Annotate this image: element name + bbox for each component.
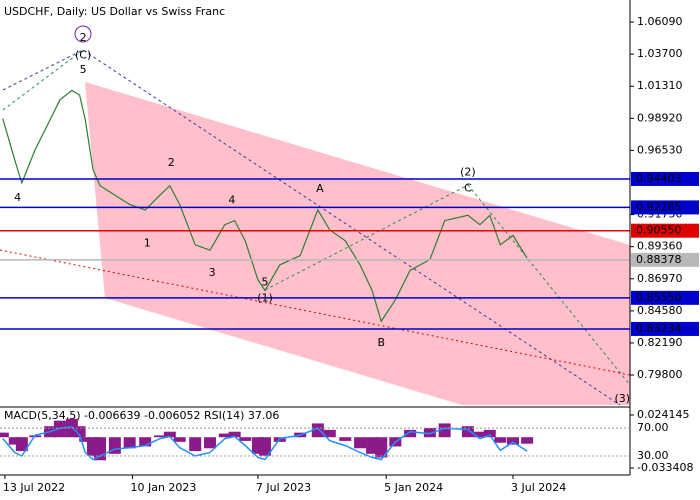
- x-tick-label: 10 Jan 2023: [130, 481, 196, 494]
- rsi-tick-label: 70.00: [637, 421, 669, 434]
- level-label: 0.90550: [636, 224, 682, 237]
- macd-bar: [0, 432, 9, 438]
- y-tick-label: 1.01310: [637, 79, 683, 92]
- macd-bar: [473, 431, 486, 438]
- macd-bar: [483, 429, 496, 438]
- macd-bar: [507, 437, 520, 445]
- macd-bar: [521, 437, 534, 444]
- wave-label: (1): [257, 292, 273, 305]
- level-label: 0.92285: [636, 200, 682, 213]
- macd-bar: [461, 426, 474, 438]
- level-label-box: [631, 223, 699, 238]
- wave-label: 2: [80, 31, 87, 44]
- x-tick-label: 13 Jul 2022: [3, 481, 65, 494]
- macd-bar: [139, 437, 152, 447]
- chart-title: USDCHF, Daily: US Dollar vs Swiss Franc: [4, 5, 225, 18]
- macd-bar: [163, 431, 176, 438]
- level-label-box: [631, 290, 699, 305]
- wave-lines: [0, 25, 631, 406]
- indicator-title: MACD(5,34,5) -0.006639 -0.006052 RSI(14)…: [4, 409, 279, 422]
- wave-label: 1: [144, 236, 151, 249]
- macd-bar: [173, 437, 186, 442]
- wave-label: 3: [209, 266, 216, 279]
- x-tick-label: 5 Jan 2024: [384, 481, 443, 494]
- macd-bar: [8, 437, 21, 445]
- macd-bar: [73, 426, 86, 438]
- macd-bar: [239, 437, 252, 441]
- macd-bar: [204, 437, 216, 449]
- macd-tick-label: 0.024145: [637, 408, 690, 421]
- macd-bar: [375, 437, 388, 458]
- wave-label: 5: [80, 63, 87, 76]
- macd-bar: [258, 437, 271, 456]
- y-tick-label: 1.06090: [637, 15, 683, 28]
- level-label: 0.88378: [636, 253, 682, 266]
- wave-label: 4: [228, 193, 235, 206]
- wave-label: (C): [75, 48, 91, 61]
- y-tick-label: 0.98920: [637, 111, 683, 124]
- trend-line: [2, 49, 621, 406]
- trend-line: [0, 249, 631, 376]
- wave-label: C: [464, 181, 472, 194]
- y-tick-label: 0.89360: [637, 240, 683, 253]
- y-tick-label: 0.82190: [637, 336, 683, 349]
- trend-line: [264, 184, 631, 386]
- level-label-box: [631, 321, 699, 336]
- level-label: 0.94403: [636, 172, 682, 185]
- macd-bar: [218, 433, 231, 438]
- macd-bar: [438, 423, 451, 438]
- macd-bar: [423, 428, 436, 438]
- y-tick-label: 0.79800: [637, 368, 683, 381]
- price-channel: [85, 82, 630, 405]
- macd-bar: [153, 435, 166, 438]
- level-label-box: [631, 200, 699, 215]
- wave-label: 4: [14, 191, 21, 204]
- y-tick-label: 0.86970: [637, 272, 683, 285]
- y-tick-label: 1.03700: [637, 47, 683, 60]
- macd-bar: [15, 437, 28, 452]
- macd-bar: [339, 437, 352, 441]
- macd-bar: [123, 437, 136, 449]
- level-label-box: [631, 252, 699, 267]
- wave-label: B: [377, 336, 385, 349]
- macd-bar: [366, 437, 379, 454]
- plot-layer: [0, 89, 630, 330]
- macd-bar: [404, 429, 417, 438]
- macd-bar: [354, 437, 367, 449]
- level-label: 0.83234: [636, 322, 682, 335]
- macd-bar: [228, 431, 241, 438]
- macd-tick-label: -0.033408: [637, 461, 693, 474]
- level-label-box: [631, 171, 699, 186]
- macd-bar: [494, 437, 507, 443]
- y-tick-label: 0.84580: [637, 304, 683, 317]
- macd-bar: [323, 429, 336, 438]
- wave-label: (3): [614, 392, 630, 405]
- wave-label: 5: [261, 275, 268, 288]
- x-tick-label: 7 Jul 2023: [256, 481, 311, 494]
- x-tick-label: 3 Jul 2024: [511, 481, 566, 494]
- level-label: 0.85550: [636, 291, 682, 304]
- wave-circle: [74, 25, 92, 43]
- wave-label: A: [316, 182, 324, 195]
- trend-line: [2, 49, 84, 111]
- macd-bar: [311, 423, 324, 438]
- rsi-line: [2, 426, 528, 461]
- macd-bar: [79, 437, 92, 442]
- wave-label: (2): [460, 165, 476, 178]
- macd-bar: [189, 437, 202, 452]
- y-tick-label: 0.96530: [637, 143, 683, 156]
- wave-label: 2: [168, 156, 175, 169]
- rsi-tick-label: 30.00: [637, 449, 669, 462]
